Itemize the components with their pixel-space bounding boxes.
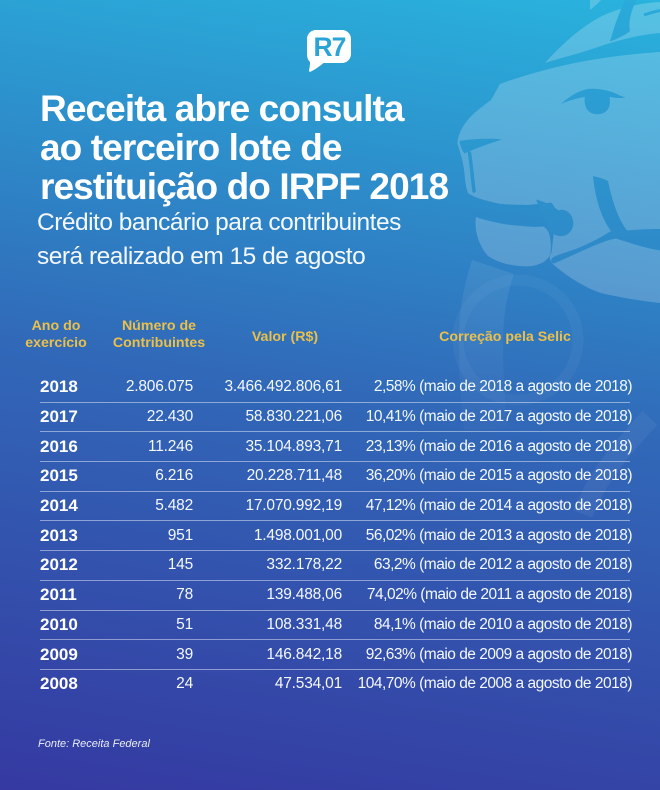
svg-text:R7: R7 [313,32,345,62]
